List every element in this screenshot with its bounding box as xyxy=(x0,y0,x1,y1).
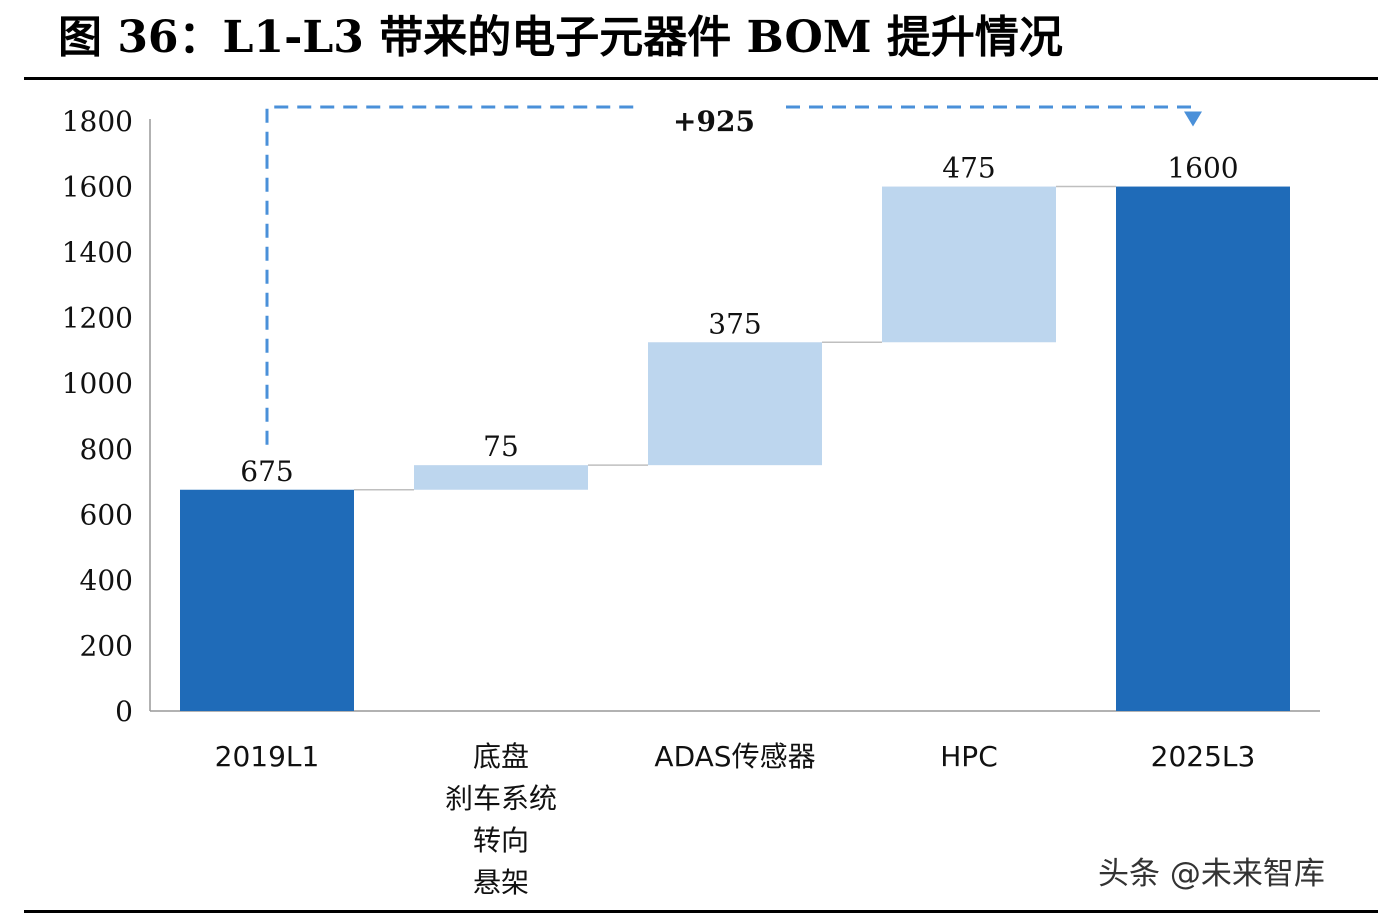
title-divider xyxy=(24,77,1378,80)
y-tick-label: 800 xyxy=(80,433,133,466)
connector-lines xyxy=(354,185,1116,491)
y-tick-label: 1400 xyxy=(62,236,133,269)
category-label: 2019L1 xyxy=(215,740,320,773)
category-label: 悬架 xyxy=(473,866,529,899)
data-label: 75 xyxy=(483,430,519,463)
category-label: 2025L3 xyxy=(1151,740,1256,773)
bottom-divider xyxy=(24,910,1378,913)
delta-annotation: +925 xyxy=(265,105,1202,445)
annotation-line-right xyxy=(786,105,1195,113)
bar-4 xyxy=(882,186,1056,343)
data-labels: 675 75 375 475 1600 xyxy=(240,152,1238,488)
data-label: 375 xyxy=(708,307,761,340)
category-label: 底盘 xyxy=(473,740,529,773)
data-label: 1600 xyxy=(1167,152,1238,185)
y-tick-label: 1600 xyxy=(62,171,133,204)
bars xyxy=(180,186,1290,712)
y-tick-label: 0 xyxy=(115,695,133,728)
bar-1 xyxy=(180,489,354,711)
annotation-label: +925 xyxy=(673,105,755,138)
page-title: 图 36：L1-L3 带来的电子元器件 BOM 提升情况 xyxy=(58,12,1063,63)
y-tick-label: 1000 xyxy=(62,367,133,400)
category-label: 转向 xyxy=(473,824,529,857)
category-label: 刹车系统 xyxy=(445,782,557,815)
data-label: 475 xyxy=(942,152,995,185)
category-label: ADAS传感器 xyxy=(654,740,815,773)
y-tick-label: 1800 xyxy=(62,105,133,138)
y-tick-label: 200 xyxy=(80,629,133,662)
annotation-line-left xyxy=(265,105,642,445)
bar-5 xyxy=(1116,186,1290,712)
data-label: 675 xyxy=(240,455,293,488)
watermark: 头条 @未来智库 xyxy=(1098,856,1325,892)
annotation-arrowhead xyxy=(1184,111,1202,127)
category-label: HPC xyxy=(940,740,998,773)
bar-3 xyxy=(648,342,822,466)
bar-2 xyxy=(414,465,588,490)
y-tick-label: 400 xyxy=(80,564,133,597)
y-tick-label: 1200 xyxy=(62,302,133,335)
y-tick-label: 600 xyxy=(80,498,133,531)
